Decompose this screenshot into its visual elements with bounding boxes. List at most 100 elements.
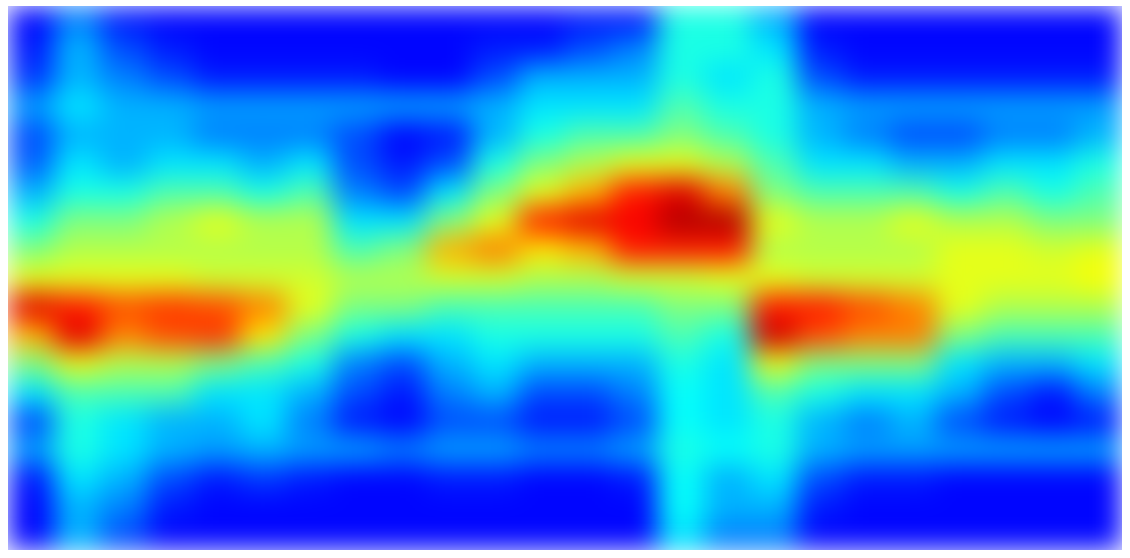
heatmap-cell bbox=[1029, 321, 1076, 350]
heatmap-cell bbox=[1076, 235, 1122, 264]
heatmap-cell bbox=[658, 407, 705, 436]
heatmap-cell bbox=[936, 350, 983, 379]
chart bbox=[0, 0, 1130, 558]
heatmap-cell bbox=[983, 235, 1030, 264]
heatmap-cell bbox=[8, 521, 55, 550]
heatmap-cell bbox=[472, 292, 519, 321]
heatmap-cell bbox=[472, 178, 519, 207]
heatmap-cell bbox=[472, 521, 519, 550]
heatmap-cell bbox=[611, 6, 658, 35]
heatmap-cell bbox=[8, 121, 55, 150]
heatmap-cell bbox=[8, 92, 55, 121]
heatmap-cell bbox=[1029, 521, 1076, 550]
heatmap-cell bbox=[1029, 235, 1076, 264]
heatmap-cell bbox=[333, 92, 380, 121]
heatmap-cell bbox=[890, 407, 937, 436]
heatmap-cell bbox=[1029, 6, 1076, 35]
heatmap-cell bbox=[287, 178, 334, 207]
heatmap-cell bbox=[240, 35, 287, 64]
heatmap-cell bbox=[54, 206, 101, 235]
heatmap-cell bbox=[1076, 35, 1122, 64]
heatmap-cell bbox=[611, 464, 658, 493]
heatmap-cell bbox=[54, 235, 101, 264]
heatmap-cell bbox=[797, 121, 844, 150]
heatmap-cell bbox=[751, 407, 798, 436]
heatmap-cell bbox=[240, 149, 287, 178]
heatmap-cell bbox=[426, 6, 473, 35]
heatmap-cell bbox=[147, 292, 194, 321]
heatmap-cell bbox=[426, 121, 473, 150]
heatmap-cell bbox=[1029, 206, 1076, 235]
heatmap-cell bbox=[379, 464, 426, 493]
heatmap-cell bbox=[519, 206, 566, 235]
heatmap-cell bbox=[704, 493, 751, 522]
heatmap-cell bbox=[844, 206, 891, 235]
heatmap-cell bbox=[704, 178, 751, 207]
heatmap-cell bbox=[890, 121, 937, 150]
heatmap-cell bbox=[101, 6, 148, 35]
heatmap-cell bbox=[426, 149, 473, 178]
heatmap-cell bbox=[565, 464, 612, 493]
heatmap-cell bbox=[983, 92, 1030, 121]
heatmap-cell bbox=[147, 178, 194, 207]
heatmap-cell bbox=[1076, 493, 1122, 522]
heatmap-cell bbox=[1076, 63, 1122, 92]
heatmap-cell bbox=[101, 92, 148, 121]
heatmap-cell bbox=[472, 435, 519, 464]
heatmap-cell bbox=[379, 264, 426, 293]
heatmap-cell bbox=[844, 121, 891, 150]
heatmap-cell bbox=[519, 92, 566, 121]
heatmap-cell bbox=[101, 378, 148, 407]
heatmap-cell bbox=[287, 235, 334, 264]
heatmap-cell bbox=[8, 149, 55, 178]
heatmap-cell bbox=[751, 92, 798, 121]
heatmap-cell bbox=[379, 321, 426, 350]
heatmap-cell bbox=[240, 92, 287, 121]
heatmap-cell bbox=[519, 321, 566, 350]
heatmap-cell bbox=[797, 264, 844, 293]
heatmap-cell bbox=[379, 206, 426, 235]
heatmap-cell bbox=[240, 350, 287, 379]
heatmap-cell bbox=[797, 435, 844, 464]
heatmap-cell bbox=[611, 350, 658, 379]
heatmap-cell bbox=[936, 35, 983, 64]
heatmap-cell bbox=[751, 235, 798, 264]
heatmap-cell bbox=[147, 121, 194, 150]
heatmap-cell bbox=[147, 521, 194, 550]
heatmap-cell bbox=[194, 206, 241, 235]
heatmap-cell bbox=[1029, 350, 1076, 379]
heatmap-cell bbox=[983, 149, 1030, 178]
heatmap-cell bbox=[426, 292, 473, 321]
heatmap-cell bbox=[333, 378, 380, 407]
heatmap-cell bbox=[983, 178, 1030, 207]
heatmap-cell bbox=[333, 521, 380, 550]
heatmap-cell bbox=[751, 521, 798, 550]
heatmap-cell bbox=[797, 292, 844, 321]
plot-area bbox=[8, 6, 1122, 550]
heatmap-cell bbox=[658, 264, 705, 293]
heatmap-cell bbox=[8, 35, 55, 64]
heatmap-cell bbox=[1076, 435, 1122, 464]
heatmap-cell bbox=[8, 292, 55, 321]
heatmap-cell bbox=[890, 321, 937, 350]
heatmap-cell bbox=[147, 63, 194, 92]
heatmap-cell bbox=[147, 493, 194, 522]
heatmap-cell bbox=[240, 407, 287, 436]
heatmap-cell bbox=[983, 292, 1030, 321]
heatmap-cell bbox=[426, 435, 473, 464]
heatmap-cell bbox=[519, 121, 566, 150]
heatmap-cell bbox=[519, 378, 566, 407]
heatmap-cell bbox=[890, 378, 937, 407]
heatmap-cell bbox=[751, 35, 798, 64]
heatmap-cell bbox=[1076, 121, 1122, 150]
heatmap-cell bbox=[54, 292, 101, 321]
heatmap-cell bbox=[54, 6, 101, 35]
heatmap-cell bbox=[890, 493, 937, 522]
heatmap-cell bbox=[379, 92, 426, 121]
heatmap-cell bbox=[194, 178, 241, 207]
heatmap-cell bbox=[611, 493, 658, 522]
heatmap-cell bbox=[983, 464, 1030, 493]
heatmap-cell bbox=[147, 235, 194, 264]
heatmap-cell bbox=[147, 206, 194, 235]
heatmap-cell bbox=[704, 121, 751, 150]
